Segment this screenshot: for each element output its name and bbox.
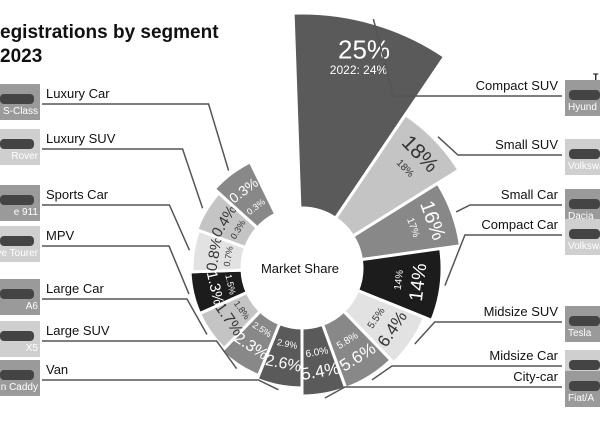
car-silhouette-compact-car — [569, 229, 600, 239]
segment-label-small-suv: Small SUV — [495, 137, 558, 152]
car-silhouette-small-car — [569, 199, 600, 209]
segment-label-midsize-car: Midsize Car — [489, 348, 558, 363]
car-model-compact-car: Volkswa — [568, 241, 600, 252]
segment-label-small-car: Small Car — [501, 187, 559, 202]
car-silhouette-large-car — [0, 289, 34, 299]
car-silhouette-sports-car — [0, 195, 34, 205]
title-right-fragment: T — [593, 72, 599, 82]
segment-label-compact-suv: Compact SUV — [476, 78, 559, 93]
car-model-midsize-suv: Tesla — [568, 328, 592, 339]
title-line-2: 2023 — [0, 46, 42, 67]
value-2022-mpv: 1.5% — [223, 273, 237, 295]
car-model-sports-car: e 911 — [14, 207, 39, 218]
center-label: Market Share — [261, 261, 339, 276]
segment-label-sports-car: Sports Car — [46, 187, 109, 202]
segment-label-large-suv: Large SUV — [46, 323, 110, 338]
segment-label-mpv: MPV — [46, 228, 75, 243]
car-model-mpv: ve Tourer — [0, 248, 39, 259]
center-hole — [242, 208, 362, 328]
value-2022-compact-car: 14% — [393, 269, 406, 290]
segment-label-city-car: City-car — [513, 369, 558, 384]
car-model-large-car: A6 — [26, 301, 39, 312]
leader-midsize-car — [371, 365, 562, 381]
car-silhouette-compact-suv — [569, 90, 600, 100]
car-silhouette-luxury-car — [0, 94, 34, 104]
value-2022-van: 2.9% — [276, 337, 298, 351]
leader-van — [42, 379, 279, 391]
car-silhouette-large-suv — [0, 331, 34, 341]
leader-mpv — [42, 245, 190, 295]
car-silhouette-luxury-suv — [0, 139, 34, 149]
car-model-small-suv: Volkswa — [568, 161, 600, 172]
value-2023-van: 2.6% — [264, 352, 303, 376]
leader-city-car — [324, 386, 562, 399]
segment-label-luxury-car: Luxury Car — [46, 86, 110, 101]
leader-midsize-suv — [414, 321, 562, 345]
car-silhouette-small-suv — [569, 149, 600, 159]
value-2022-compact-suv: 2022: 24% — [330, 63, 388, 77]
car-model-city-car: Fiat/A — [568, 393, 594, 404]
leader-small-car — [455, 204, 562, 213]
car-model-luxury-suv: Rover — [11, 151, 38, 162]
leader-compact-car — [444, 234, 562, 286]
car-silhouette-city-car — [569, 381, 600, 391]
value-2022-sports-car: 0.7% — [222, 245, 235, 267]
leader-large-car — [42, 298, 208, 335]
value-2023-compact-car: 14% — [406, 262, 431, 302]
car-model-compact-suv: Hyund — [568, 102, 597, 113]
car-model-small-car: Dacia — [568, 211, 594, 222]
leader-luxury-car — [42, 103, 230, 171]
segment-label-luxury-suv: Luxury SUV — [46, 131, 116, 146]
car-silhouette-midsize-suv — [569, 316, 600, 326]
leader-luxury-suv — [42, 148, 204, 209]
car-silhouette-van — [0, 370, 34, 380]
car-model-large-suv: X5 — [26, 343, 39, 354]
value-2022-city-car: 6.0% — [305, 345, 329, 360]
car-model-luxury-car: S-Class — [3, 106, 38, 117]
car-silhouette-mpv — [0, 236, 34, 246]
leader-lines: Luxury Car Luxury SUV Sports Car MPV Large C… — [42, 18, 562, 399]
title-line-1: egistrations by segment — [0, 22, 219, 43]
car-silhouette-midsize-car — [569, 360, 600, 370]
segment-label-large-car: Large Car — [46, 281, 104, 296]
segment-label-van: Van — [46, 362, 68, 377]
chart-title: egistrations by segment 2023 T — [0, 22, 599, 82]
segment-label-compact-car: Compact Car — [481, 217, 558, 232]
leader-compact-suv — [372, 18, 562, 97]
example-car-panels: S-Class Rover e 911 ve Tourer A6 X5 n Caddy Hyu… — [0, 80, 600, 407]
value-2023-compact-suv: 25% — [338, 35, 390, 65]
leader-large-suv — [42, 340, 238, 370]
leader-sports-car — [42, 204, 191, 251]
leader-small-suv — [437, 136, 562, 156]
car-model-van: n Caddy — [1, 382, 38, 393]
segment-label-midsize-suv: Midsize SUV — [484, 304, 559, 319]
value-2023-sports-car: 0.8% — [203, 236, 225, 272]
